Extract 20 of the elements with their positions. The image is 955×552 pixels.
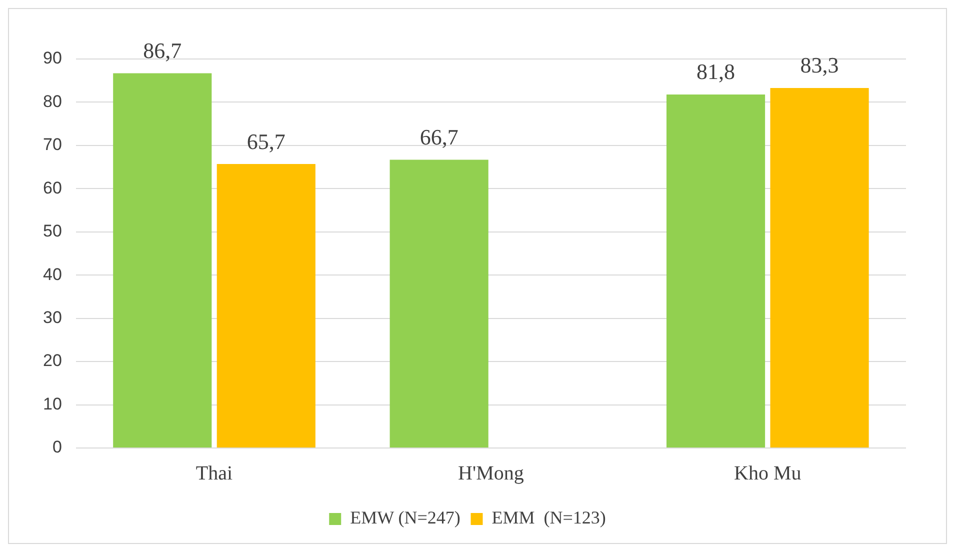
x-tick-label: Thai xyxy=(196,462,234,484)
legend-label: EMM (N=123) xyxy=(492,508,606,528)
x-tick-label: Kho Mu xyxy=(734,462,802,484)
y-tick-label: 10 xyxy=(42,394,62,414)
y-tick-label: 70 xyxy=(42,135,62,154)
legend-label: EMW (N=247) xyxy=(350,508,460,528)
data-label: 66,7 xyxy=(420,124,458,150)
y-tick-label: 60 xyxy=(42,178,62,198)
y-tick-label: 80 xyxy=(42,92,62,111)
y-tick-label: 0 xyxy=(52,438,62,457)
y-tick-label: 40 xyxy=(42,264,62,284)
x-tick-label: H'Mong xyxy=(458,462,524,484)
y-tick-label: 30 xyxy=(42,308,62,328)
data-label: 83,3 xyxy=(800,52,839,78)
data-label: 81,8 xyxy=(696,59,736,84)
y-tick-label: 90 xyxy=(42,48,62,68)
data-label: 65,7 xyxy=(246,128,286,154)
data-label: 86,7 xyxy=(143,38,182,64)
y-tick-label: 20 xyxy=(42,351,62,370)
y-tick-label: 50 xyxy=(42,222,62,241)
